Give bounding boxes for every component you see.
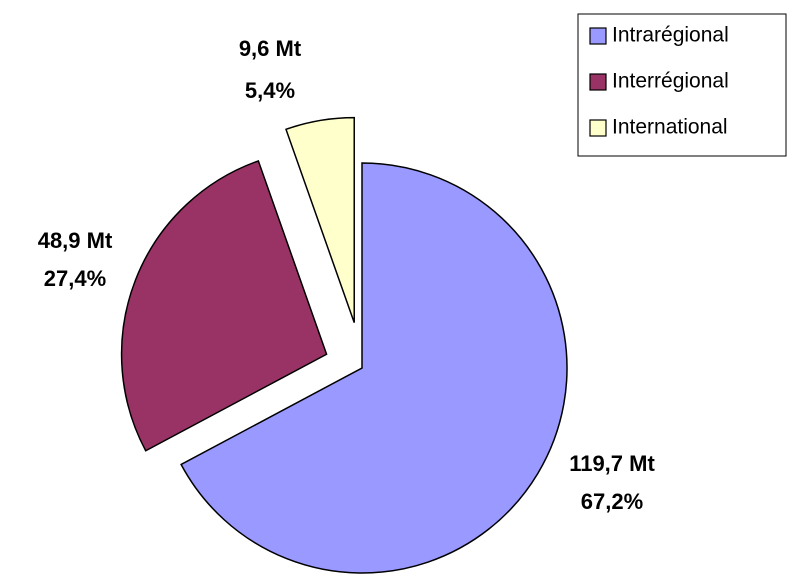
legend-box xyxy=(577,13,787,157)
mass-label: 9,6 Mt xyxy=(239,36,302,61)
pie-slice xyxy=(285,116,355,323)
percent-label: 27,4% xyxy=(44,266,106,291)
legend-swatch xyxy=(589,119,607,137)
mass-label: 119,7 Mt xyxy=(569,451,655,476)
legend-label: Interrégional xyxy=(612,70,729,93)
legend-swatch xyxy=(589,73,607,91)
percent-label: 67,2% xyxy=(581,489,643,514)
legend-label: Intrarégional xyxy=(612,24,729,47)
legend-label: International xyxy=(612,116,728,139)
pie-slice xyxy=(120,159,328,452)
percent-label: 5,4% xyxy=(245,78,295,103)
legend-swatch xyxy=(589,27,607,45)
pie-slice xyxy=(180,162,568,574)
mass-label: 48,9 Mt xyxy=(38,228,113,253)
